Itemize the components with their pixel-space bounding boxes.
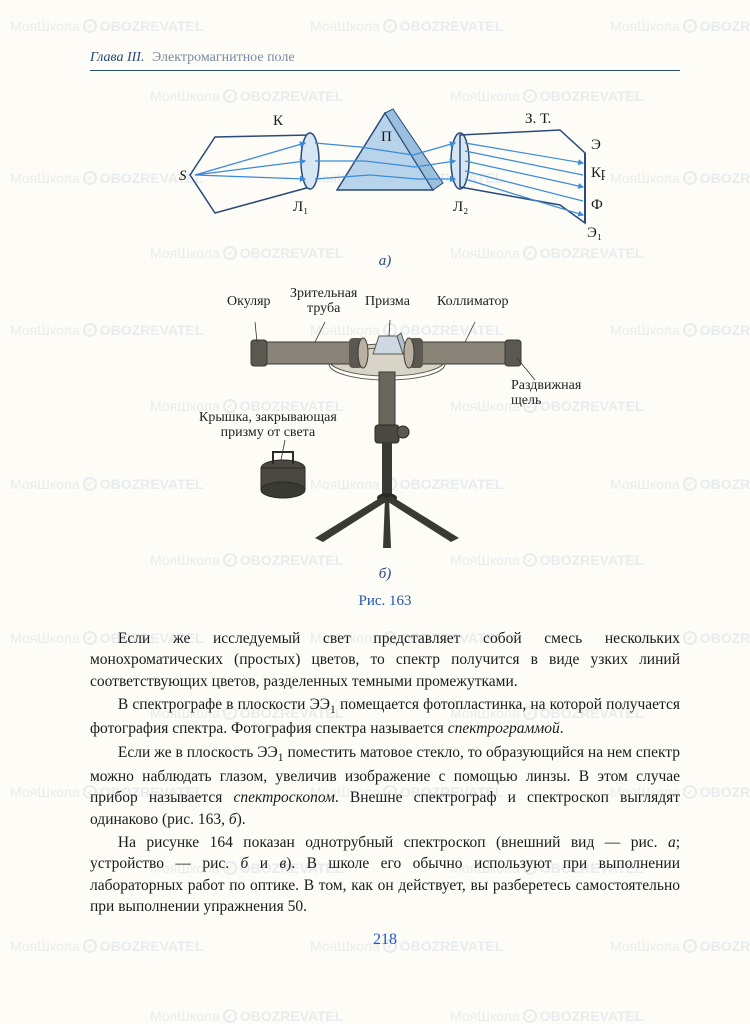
- body-text: Если же исследуемый свет представляет со…: [90, 628, 680, 917]
- label-tube: Зрительная труба: [290, 286, 357, 317]
- figure-a-sublabel: а): [90, 253, 680, 270]
- label-prism: Призма: [365, 294, 410, 309]
- label-okular: Окуляр: [227, 294, 271, 309]
- chapter-title: Электромагнитное поле: [152, 50, 295, 65]
- label-slit: Раздвижная щель: [511, 378, 581, 409]
- label-collimator: Коллиматор: [437, 294, 508, 309]
- label-S: S: [179, 168, 187, 184]
- paragraph-3: Если же в плоскость ЭЭ1 поместить матово…: [90, 742, 680, 830]
- page-content: Глава III. Электромагнитное поле: [0, 0, 750, 1024]
- chapter-header: Глава III. Электромагнитное поле: [90, 50, 680, 71]
- label-ZT: З. Т.: [525, 111, 551, 127]
- figure-caption: Рис. 163: [90, 593, 680, 610]
- label-K: К: [273, 113, 284, 129]
- paragraph-4: На рисунке 164 показан однотрубный спект…: [90, 832, 680, 918]
- label-P: П: [381, 129, 392, 145]
- label-cover: Крышка, закрывающая призму от света: [199, 410, 337, 441]
- label-E1: Э₁: [587, 225, 602, 241]
- figure-spectroscope: Окуляр Зрительная труба Призма Коллимато…: [165, 280, 605, 560]
- label-F: Ф: [591, 197, 603, 213]
- label-L1: Л₁: [293, 199, 308, 215]
- figure-ray-diagram: S К Л₁ П Л₂ З. Т. Э Кр Ф Э₁: [165, 95, 605, 245]
- chapter-number: Глава III.: [90, 50, 144, 65]
- paragraph-2: В спектрографе в плоскости ЭЭ1 помещаетс…: [90, 694, 680, 740]
- figure-b-sublabel: б): [90, 566, 680, 583]
- label-E: Э: [591, 137, 601, 153]
- page-number: 218: [90, 931, 680, 949]
- paragraph-1: Если же исследуемый свет представляет со…: [90, 628, 680, 692]
- label-Kr: Кр: [591, 165, 605, 181]
- label-L2: Л₂: [453, 199, 468, 215]
